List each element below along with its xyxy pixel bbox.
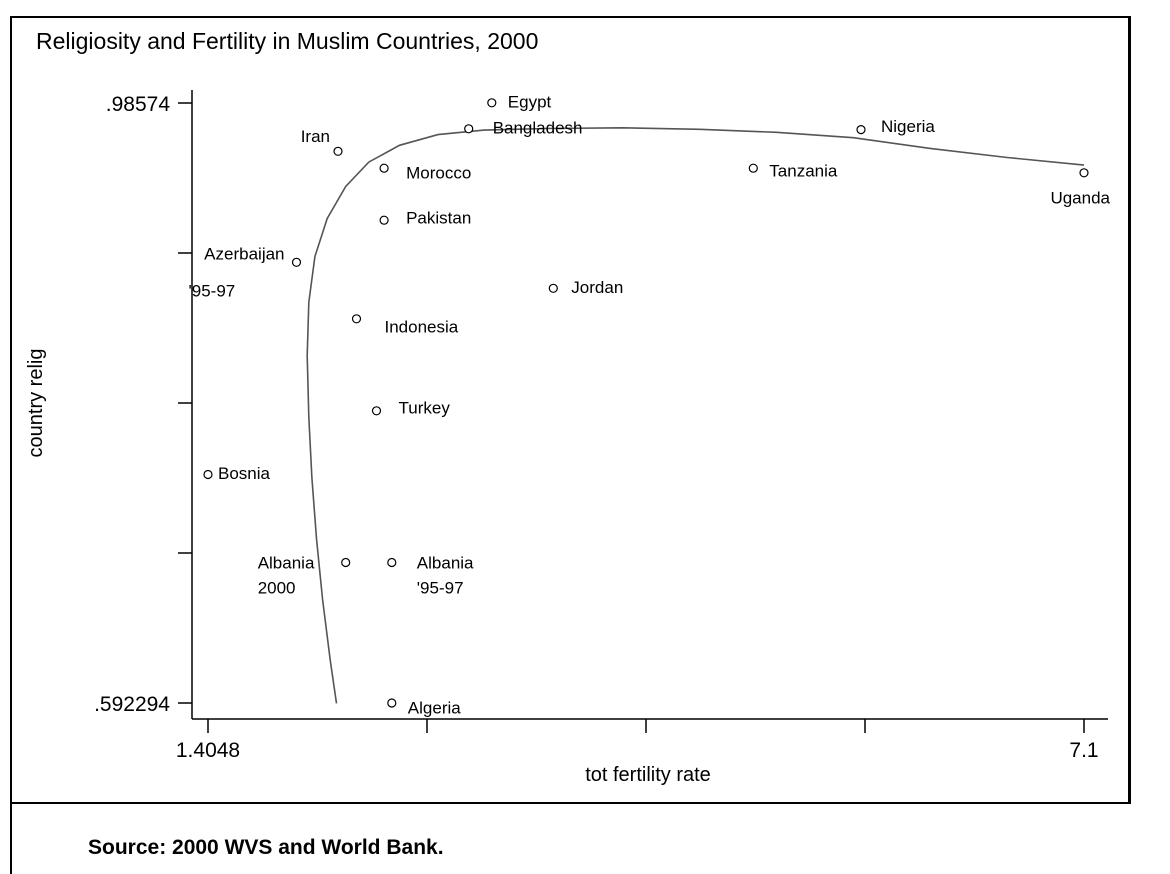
source-note: Source: 2000 WVS and World Bank. [88, 836, 444, 859]
point-label-uganda: Uganda [1050, 188, 1110, 207]
x-tick-label: 7.1 [1069, 739, 1098, 762]
data-point-jordan [548, 283, 558, 293]
point-label-iran: Iran [301, 127, 330, 146]
data-point-egypt [487, 98, 497, 108]
data-point-morocco [379, 163, 389, 173]
data-point-iran [333, 146, 343, 156]
data-point-tanzania [748, 163, 758, 173]
point-label-azerbaijan-95-97: Azerbaijan '95-97 [189, 245, 285, 301]
point-label-jordan: Jordan [571, 278, 623, 297]
point-label-bosnia: Bosnia [218, 464, 271, 483]
data-point-azerbaijan-95-97 [291, 257, 302, 267]
x-tick-label: 1.4048 [176, 739, 240, 762]
x-axis-label: tot fertility rate [585, 764, 711, 786]
point-label-tanzania: Tanzania [769, 162, 838, 181]
data-point-albania-2000 [341, 557, 351, 568]
y-axis-label: country relig [25, 349, 47, 458]
y-tick-label: .592294 [94, 693, 170, 716]
data-point-turkey [371, 406, 382, 416]
point-label-albania-95-97: Albania '95-97 [417, 554, 474, 598]
points-layer: Egypt Bangladesh Nigeria Iran Morocco Tanzani… [189, 92, 1111, 717]
point-label-pakistan: Pakistan [406, 209, 471, 228]
figure-frame [10, 16, 1131, 804]
point-label-bangladesh: Bangladesh [493, 118, 583, 137]
point-label-algeria: Algeria [408, 698, 461, 717]
point-label-albania-2000: Albania 2000 [258, 554, 315, 598]
fit-curve-layer [306, 126, 1085, 704]
data-point-bangladesh [464, 124, 474, 134]
data-point-algeria [387, 698, 397, 708]
point-label-nigeria: Nigeria [881, 117, 935, 136]
axes: .98574 .592294 1.4048 7.1 [94, 90, 1108, 762]
point-label-turkey: Turkey [399, 398, 451, 417]
chart-title: Religiosity and Fertility in Muslim Coun… [36, 28, 539, 54]
data-point-nigeria [856, 125, 866, 135]
point-label-morocco: Morocco [406, 164, 471, 183]
figure-frame-extension [10, 804, 12, 874]
data-point-pakistan [379, 215, 389, 225]
lowess-fit-line [306, 126, 1085, 704]
data-point-bosnia [203, 469, 213, 480]
point-label-egypt: Egypt [508, 92, 552, 111]
y-tick-label: .98574 [106, 93, 171, 116]
point-label-indonesia: Indonesia [385, 317, 459, 336]
data-point-uganda [1079, 168, 1089, 178]
data-point-albania-95-97 [387, 557, 397, 568]
data-point-indonesia [351, 314, 362, 324]
